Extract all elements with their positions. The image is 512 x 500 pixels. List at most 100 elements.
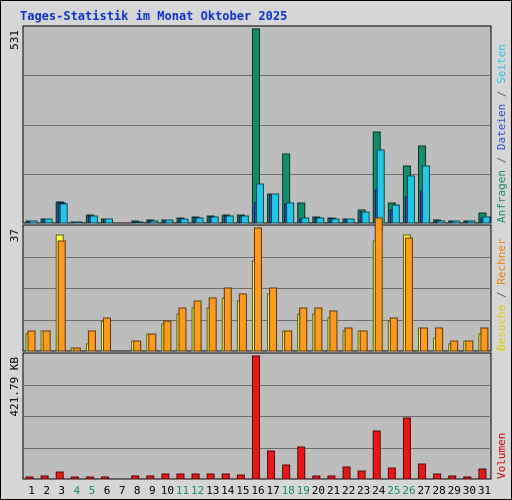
bar-visits-rechner bbox=[42, 330, 51, 352]
bar-visits-rechner bbox=[223, 287, 232, 352]
y-axis-label-kbytes: Volumen bbox=[495, 433, 508, 479]
x-tick-label: 28 bbox=[433, 484, 446, 497]
bar-visits-rechner bbox=[163, 320, 172, 352]
x-tick-label: 24 bbox=[372, 484, 386, 497]
x-tick-label: 1 bbox=[28, 484, 35, 497]
x-tick-label: 20 bbox=[312, 484, 325, 497]
bar-hits-seiten bbox=[150, 220, 159, 224]
bar-visits-rechner bbox=[238, 293, 247, 352]
bar-kbytes-volumen bbox=[236, 474, 245, 480]
bar-visits-rechner bbox=[284, 330, 293, 352]
bar-visits-rechner bbox=[404, 237, 413, 352]
x-tick-label: 16 bbox=[251, 484, 264, 497]
x-tick-label: 2 bbox=[43, 484, 50, 497]
bar-kbytes-volumen bbox=[327, 475, 336, 480]
bar-visits-rechner bbox=[420, 327, 429, 352]
bar-hits-seiten bbox=[255, 183, 264, 224]
legend-entry: Anfragen bbox=[495, 170, 508, 223]
bar-hits-seiten bbox=[225, 215, 234, 224]
bar-hits-seiten bbox=[29, 220, 38, 224]
x-tick-label: 15 bbox=[236, 484, 249, 497]
bar-visits-rechner bbox=[178, 307, 187, 352]
legend-entry: Rechner bbox=[495, 238, 508, 285]
bar-visits-rechner bbox=[102, 317, 111, 352]
y-max-label-visits: 37 bbox=[8, 229, 21, 242]
bar-kbytes-volumen bbox=[161, 473, 170, 480]
bar-visits-rechner bbox=[374, 217, 383, 352]
bar-kbytes-volumen bbox=[100, 476, 109, 480]
bar-kbytes-volumen bbox=[146, 475, 155, 480]
bar-hits-seiten bbox=[361, 211, 370, 224]
bar-kbytes-volumen bbox=[433, 473, 442, 480]
x-tick-label: 26 bbox=[402, 484, 415, 497]
bar-hits-seiten bbox=[376, 149, 385, 224]
bar-kbytes-volumen bbox=[176, 473, 185, 480]
legend-entry: / bbox=[495, 150, 508, 170]
bar-kbytes-volumen bbox=[131, 475, 140, 480]
y-max-label-kbytes: 421.79 KB bbox=[8, 357, 21, 417]
bar-kbytes-volumen bbox=[342, 466, 351, 480]
x-tick-label: 23 bbox=[357, 484, 370, 497]
bar-kbytes-volumen bbox=[70, 476, 79, 480]
chart-title: Tages-Statistik im Monat Oktober 2025 bbox=[20, 9, 288, 23]
y-axis-label-hits: Anfragen / Dateien / Seiten bbox=[495, 44, 508, 223]
bar-kbytes-volumen bbox=[221, 473, 230, 480]
bar-kbytes-volumen bbox=[251, 355, 260, 480]
bar-visits-rechner bbox=[133, 340, 142, 352]
bar-visits-rechner bbox=[329, 310, 338, 352]
bar-kbytes-volumen bbox=[206, 473, 215, 480]
bar-visits-rechner bbox=[253, 227, 262, 352]
x-tick-label: 22 bbox=[342, 484, 355, 497]
bar-visits-rechner bbox=[314, 307, 323, 352]
x-tick-label: 14 bbox=[221, 484, 235, 497]
bar-kbytes-volumen bbox=[463, 476, 472, 480]
bar-hits-seiten bbox=[104, 218, 113, 224]
bar-visits-rechner bbox=[193, 300, 202, 352]
bar-visits-rechner bbox=[450, 340, 459, 352]
legend-entry: Volumen bbox=[495, 433, 508, 479]
x-tick-label: 4 bbox=[74, 484, 81, 497]
bar-visits-rechner bbox=[299, 307, 308, 352]
bar-hits-seiten bbox=[301, 217, 310, 224]
bar-visits-rechner bbox=[269, 287, 278, 352]
bar-kbytes-volumen bbox=[372, 430, 381, 480]
bar-kbytes-volumen bbox=[40, 475, 49, 480]
bar-kbytes-volumen bbox=[25, 476, 34, 480]
bar-hits-seiten bbox=[346, 218, 355, 224]
bar-hits-seiten bbox=[180, 218, 189, 224]
bar-hits-seiten bbox=[331, 218, 340, 224]
bar-visits-rechner bbox=[27, 330, 36, 352]
x-tick-label: 5 bbox=[89, 484, 96, 497]
bar-kbytes-volumen bbox=[448, 475, 457, 480]
x-tick-label: 12 bbox=[191, 484, 204, 497]
bar-hits-seiten bbox=[437, 220, 446, 224]
bar-kbytes-volumen bbox=[267, 450, 276, 480]
bar-hits-seiten bbox=[482, 216, 491, 224]
bar-hits-seiten bbox=[467, 220, 476, 224]
x-tick-label: 19 bbox=[297, 484, 310, 497]
bar-hits-seiten bbox=[74, 221, 83, 224]
y-axis-label-visits: Besuche / Rechner bbox=[495, 238, 508, 351]
x-tick-label: 9 bbox=[149, 484, 156, 497]
x-tick-label: 21 bbox=[327, 484, 340, 497]
bar-visits-rechner bbox=[72, 347, 81, 352]
bar-visits-rechner bbox=[87, 330, 96, 352]
bar-visits-rechner bbox=[148, 333, 157, 352]
bar-hits-seiten bbox=[89, 215, 98, 224]
bar-kbytes-volumen bbox=[387, 467, 396, 480]
bar-kbytes-volumen bbox=[297, 446, 306, 480]
bar-visits-rechner bbox=[57, 240, 66, 352]
x-tick-label: 8 bbox=[134, 484, 141, 497]
bar-kbytes-volumen bbox=[191, 473, 200, 480]
x-tick-label: 18 bbox=[282, 484, 295, 497]
bar-kbytes-volumen bbox=[85, 476, 94, 480]
bar-kbytes-volumen bbox=[478, 468, 487, 480]
x-tick-label: 17 bbox=[266, 484, 279, 497]
x-tick-label: 7 bbox=[119, 484, 126, 497]
legend-entry: / bbox=[495, 285, 508, 305]
bar-visits-rechner bbox=[389, 317, 398, 352]
bar-kbytes-volumen bbox=[418, 463, 427, 480]
x-tick-label: 27 bbox=[417, 484, 430, 497]
